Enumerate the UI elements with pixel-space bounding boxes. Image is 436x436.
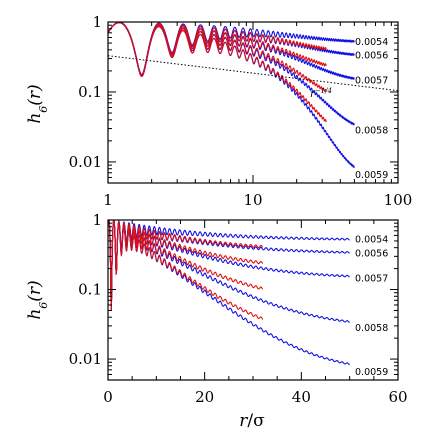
x-tick-label: 40 <box>292 388 311 406</box>
x-tick-label: 0 <box>103 388 113 406</box>
series-label: 0.0056 <box>355 248 388 259</box>
x-tick-label: 10 <box>243 191 262 209</box>
bottom-curves <box>108 220 350 366</box>
x-tick-label: 60 <box>388 388 407 406</box>
x-tick-label: 100 <box>384 191 413 209</box>
series-label: 0.0057 <box>355 76 388 87</box>
top-curves <box>108 22 398 169</box>
y-tick-label: 0.1 <box>78 83 102 101</box>
series-label: 0.0054 <box>355 235 388 246</box>
top-ylabel: h6(r) <box>25 84 50 123</box>
power-law-annotation: r−1/4 <box>310 87 332 100</box>
top-ticks <box>107 21 398 184</box>
series-label: 0.0058 <box>355 323 388 334</box>
x-tick-label: 1 <box>103 191 113 209</box>
y-tick-label: 1 <box>92 211 102 229</box>
y-tick-label: 0.01 <box>69 350 102 368</box>
series-label: 0.0058 <box>355 126 388 137</box>
top-panel: 0.0054 0.0056 0.0057 0.0058 0.0059 1 0.1 0.01 1 1… <box>25 13 412 209</box>
series-line-red <box>108 22 327 123</box>
bottom-panel: 0.0054 0.0056 0.0057 0.0058 0.0059 1 0.1 0.01 0 2… <box>25 211 408 431</box>
series-line-red <box>108 220 264 320</box>
bottom-labels: 0.0054 0.0056 0.0057 0.0058 0.0059 1 0.1 0.01 0 2… <box>69 211 408 406</box>
series-label: 0.0059 <box>355 367 388 378</box>
series-line-red <box>108 220 264 311</box>
y-tick-label: 1 <box>92 13 102 31</box>
series-label: 0.0054 <box>355 37 388 48</box>
y-tick-label: 0.1 <box>78 281 102 299</box>
series-label: 0.0057 <box>355 273 388 284</box>
series-line-red <box>108 220 264 310</box>
bottom-ticks <box>107 219 399 381</box>
top-labels: 0.0054 0.0056 0.0057 0.0058 0.0059 1 0.1 0.01 1 1… <box>69 13 413 209</box>
series-line-red <box>108 220 264 310</box>
series-label: 0.0056 <box>355 51 388 62</box>
bottom-xlabel: r/σ <box>239 411 265 431</box>
bottom-ylabel: h6(r) <box>25 280 50 319</box>
x-tick-label: 20 <box>195 388 214 406</box>
series-line-blue <box>108 220 350 310</box>
y-tick-label: 0.01 <box>69 153 102 171</box>
series-label: 0.0059 <box>355 170 388 181</box>
